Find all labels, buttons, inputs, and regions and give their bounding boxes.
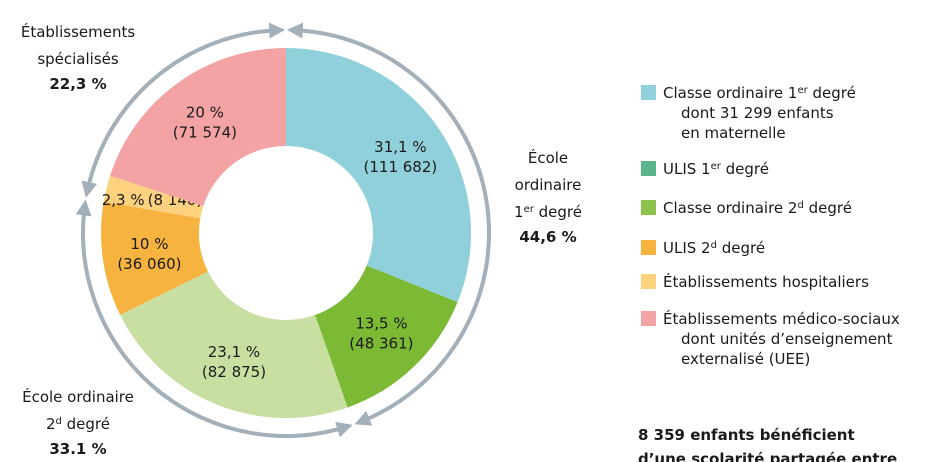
label-text: d bbox=[797, 200, 803, 211]
legend-swatch bbox=[641, 311, 656, 326]
group-total: 33.1 % bbox=[49, 440, 106, 458]
label-text: degré bbox=[534, 203, 582, 221]
label-line: dont 31 299 enfants bbox=[681, 104, 834, 122]
label-line: ULIS 2d degré bbox=[663, 239, 765, 257]
label-text: er bbox=[711, 161, 722, 172]
label-line: Classe ordinaire 2d degré bbox=[663, 199, 852, 217]
label-line: Classe ordinaire 1er degré bbox=[663, 84, 856, 102]
value-label: 2,3 % bbox=[102, 191, 145, 209]
value-label: 20 % bbox=[186, 103, 224, 121]
count-label: (36 060) bbox=[117, 255, 181, 273]
label-text: ULIS 2 bbox=[663, 239, 711, 257]
label-text: Établissements hospitaliers bbox=[663, 272, 869, 291]
count-label: (71 574) bbox=[173, 123, 237, 141]
label-text: spécialisés bbox=[37, 50, 119, 68]
label-text: d bbox=[711, 240, 717, 251]
group-arrow bbox=[286, 22, 491, 426]
label-text: Établissements bbox=[21, 22, 135, 41]
label-text: École bbox=[528, 148, 568, 167]
label-line: Établissements bbox=[21, 22, 135, 41]
note: 8 359 enfants bénéficient bbox=[638, 426, 855, 444]
label-line: École ordinaire bbox=[22, 387, 134, 406]
label-text: Classe ordinaire 1 bbox=[663, 84, 797, 102]
label-line: École bbox=[528, 148, 568, 167]
value-label: 10 % bbox=[130, 235, 168, 253]
label-text: ordinaire bbox=[515, 176, 582, 194]
legend-swatch bbox=[641, 161, 656, 176]
label-text: École ordinaire bbox=[22, 387, 134, 406]
label-text: 1 bbox=[514, 203, 524, 221]
legend-swatch bbox=[641, 240, 656, 255]
group-total: 22,3 % bbox=[49, 75, 106, 93]
legend-swatch bbox=[641, 85, 656, 100]
label-text: dont 31 299 enfants bbox=[681, 104, 834, 122]
label-text: externalisé (UEE) bbox=[681, 350, 810, 368]
label-text: degré bbox=[804, 199, 852, 217]
label-text: Classe ordinaire 2 bbox=[663, 199, 797, 217]
count-label: (82 875) bbox=[202, 363, 266, 381]
label-text: degré bbox=[62, 415, 110, 433]
label-text: ULIS 1 bbox=[663, 160, 711, 178]
label-text: degré bbox=[808, 84, 856, 102]
label-text: 2 bbox=[46, 415, 56, 433]
legend-swatch bbox=[641, 274, 656, 289]
label-line: externalisé (UEE) bbox=[681, 350, 810, 368]
group-arrow bbox=[75, 199, 353, 438]
group-total: 44,6 % bbox=[519, 228, 576, 246]
legend-swatch bbox=[641, 200, 656, 215]
label-text: d bbox=[56, 416, 62, 427]
label-line: spécialisés bbox=[37, 50, 119, 68]
label-text: er bbox=[797, 85, 808, 96]
label-line: ULIS 1er degré bbox=[663, 160, 769, 178]
label-text: dont unités d’enseignement bbox=[681, 330, 893, 348]
label-line: Établissements hospitaliers bbox=[663, 272, 869, 291]
label-line: 2d degré bbox=[46, 415, 110, 433]
label-line: en maternelle bbox=[681, 124, 786, 142]
label-text: en maternelle bbox=[681, 124, 786, 142]
value-label: 23,1 % bbox=[208, 343, 260, 361]
note: d’une scolarité partagée entre bbox=[638, 450, 897, 462]
group-arrow bbox=[81, 22, 286, 198]
label-line: Établissements médico-sociaux bbox=[663, 309, 900, 328]
value-label: 13,5 % bbox=[355, 315, 407, 333]
label-text: er bbox=[524, 204, 535, 215]
label-text: degré bbox=[721, 160, 769, 178]
label-line: 1er degré bbox=[514, 203, 582, 221]
label-line: ordinaire bbox=[515, 176, 582, 194]
count-label: (111 682) bbox=[364, 158, 438, 176]
label-text: degré bbox=[717, 239, 765, 257]
label-line: dont unités d’enseignement bbox=[681, 330, 893, 348]
label-text: Établissements médico-sociaux bbox=[663, 309, 900, 328]
value-label: 31,1 % bbox=[374, 138, 426, 156]
count-label: (48 361) bbox=[349, 335, 413, 353]
